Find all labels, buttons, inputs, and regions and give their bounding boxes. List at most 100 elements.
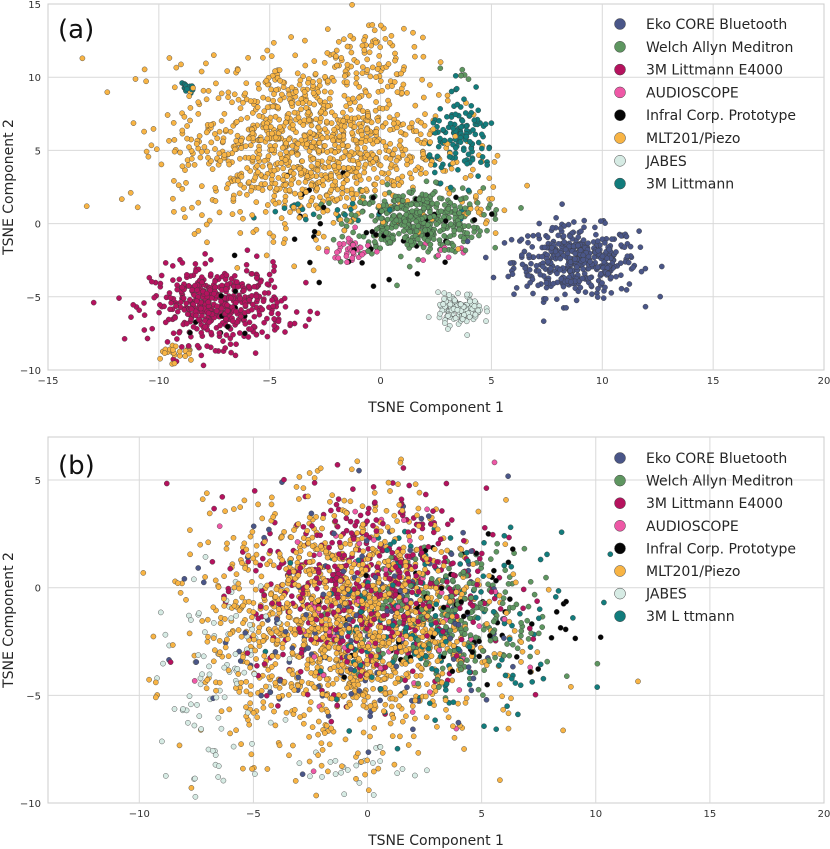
scatter-point-5 [221,152,228,158]
scatter-point-5 [134,204,141,211]
scatter-point-1 [422,661,429,667]
scatter-point-6 [440,301,447,308]
scatter-point-7 [486,145,492,152]
scatter-point-5 [253,542,260,549]
scatter-point-7 [450,125,456,132]
scatter-point-5 [402,689,408,696]
scatter-point-5 [342,148,349,155]
scatter-point-1 [368,212,375,219]
scatter-point-0 [580,237,587,243]
scatter-point-4 [488,211,495,217]
scatter-point-2 [236,330,243,336]
scatter-point-5 [263,252,270,259]
scatter-point-0 [509,271,516,278]
scatter-point-2 [251,283,258,290]
scatter-point-5 [340,109,346,116]
scatter-point-1 [350,229,356,236]
scatter-point-2 [223,332,230,338]
scatter-point-2 [300,524,307,530]
scatter-point-5 [222,644,229,651]
scatter-point-5 [489,195,496,202]
scatter-point-2 [194,342,201,349]
scatter-point-7 [467,138,473,145]
scatter-point-5 [141,128,147,135]
scatter-point-5 [177,149,183,156]
scatter-point-1 [465,209,472,216]
scatter-point-5 [244,191,250,198]
scatter-point-5 [524,182,530,189]
scatter-point-1 [449,577,456,584]
scatter-point-5 [407,170,413,177]
scatter-point-5 [311,58,318,64]
scatter-point-5 [486,573,492,579]
scatter-point-5 [221,573,227,580]
scatter-point-5 [274,653,281,660]
scatter-point-5 [331,513,338,519]
scatter-point-7 [287,560,294,566]
scatter-point-0 [519,252,525,258]
scatter-point-2 [282,303,289,310]
scatter-point-7 [452,150,459,156]
scatter-point-2 [328,718,335,725]
scatter-point-2 [276,564,282,571]
scatter-point-5 [256,85,262,92]
scatter-point-5 [319,525,325,532]
scatter-point-1 [524,617,531,624]
scatter-point-5 [372,181,379,188]
scatter-point-4 [491,567,497,574]
scatter-point-5 [284,621,291,627]
scatter-point-5 [273,185,280,192]
scatter-point-5 [359,64,366,70]
scatter-point-2 [230,331,236,338]
scatter-point-5 [350,195,356,202]
scatter-point-0 [617,260,624,266]
scatter-point-5 [433,585,439,591]
scatter-point-5 [402,146,409,153]
scatter-point-5 [212,185,219,191]
scatter-point-5 [277,97,284,103]
scatter-point-1 [378,215,385,222]
scatter-point-5 [382,191,388,197]
scatter-point-0 [642,265,649,272]
scatter-point-5 [271,91,277,97]
scatter-point-6 [215,763,222,769]
scatter-point-5 [184,123,190,129]
scatter-point-1 [527,653,533,660]
scatter-point-5 [322,142,328,149]
scatter-point-5 [221,603,227,609]
scatter-point-5 [252,647,258,654]
scatter-point-5 [258,573,265,580]
scatter-point-5 [237,230,244,236]
scatter-point-1 [472,658,479,664]
scatter-point-0 [585,240,591,246]
scatter-point-5 [254,162,261,169]
legend-label: Eko CORE Bluetooth [646,17,787,33]
scatter-point-2 [264,281,271,287]
scatter-point-0 [539,253,545,260]
scatter-point-5 [186,630,193,637]
scatter-point-5 [353,70,360,76]
scatter-point-3 [335,255,342,261]
scatter-point-5 [369,22,376,28]
scatter-point-2 [146,274,153,281]
scatter-point-5 [242,90,248,97]
scatter-point-2 [224,302,230,308]
x-tick-label: 15 [707,376,720,387]
scatter-point-2 [232,352,239,359]
scatter-point-5 [220,138,226,145]
scatter-point-1 [510,604,516,611]
scatter-point-3 [344,259,350,266]
scatter-point-5 [238,116,244,123]
scatter-point-5 [157,355,163,362]
scatter-point-5 [294,151,301,158]
scatter-point-5 [353,694,360,701]
scatter-point-6 [267,719,274,726]
scatter-point-5 [324,149,331,155]
scatter-point-1 [463,195,469,201]
scatter-point-5 [119,196,125,202]
scatter-point-5 [195,199,202,206]
scatter-point-5 [218,118,225,124]
scatter-point-4 [232,288,239,295]
scatter-point-1 [501,652,507,659]
scatter-point-5 [305,80,311,86]
